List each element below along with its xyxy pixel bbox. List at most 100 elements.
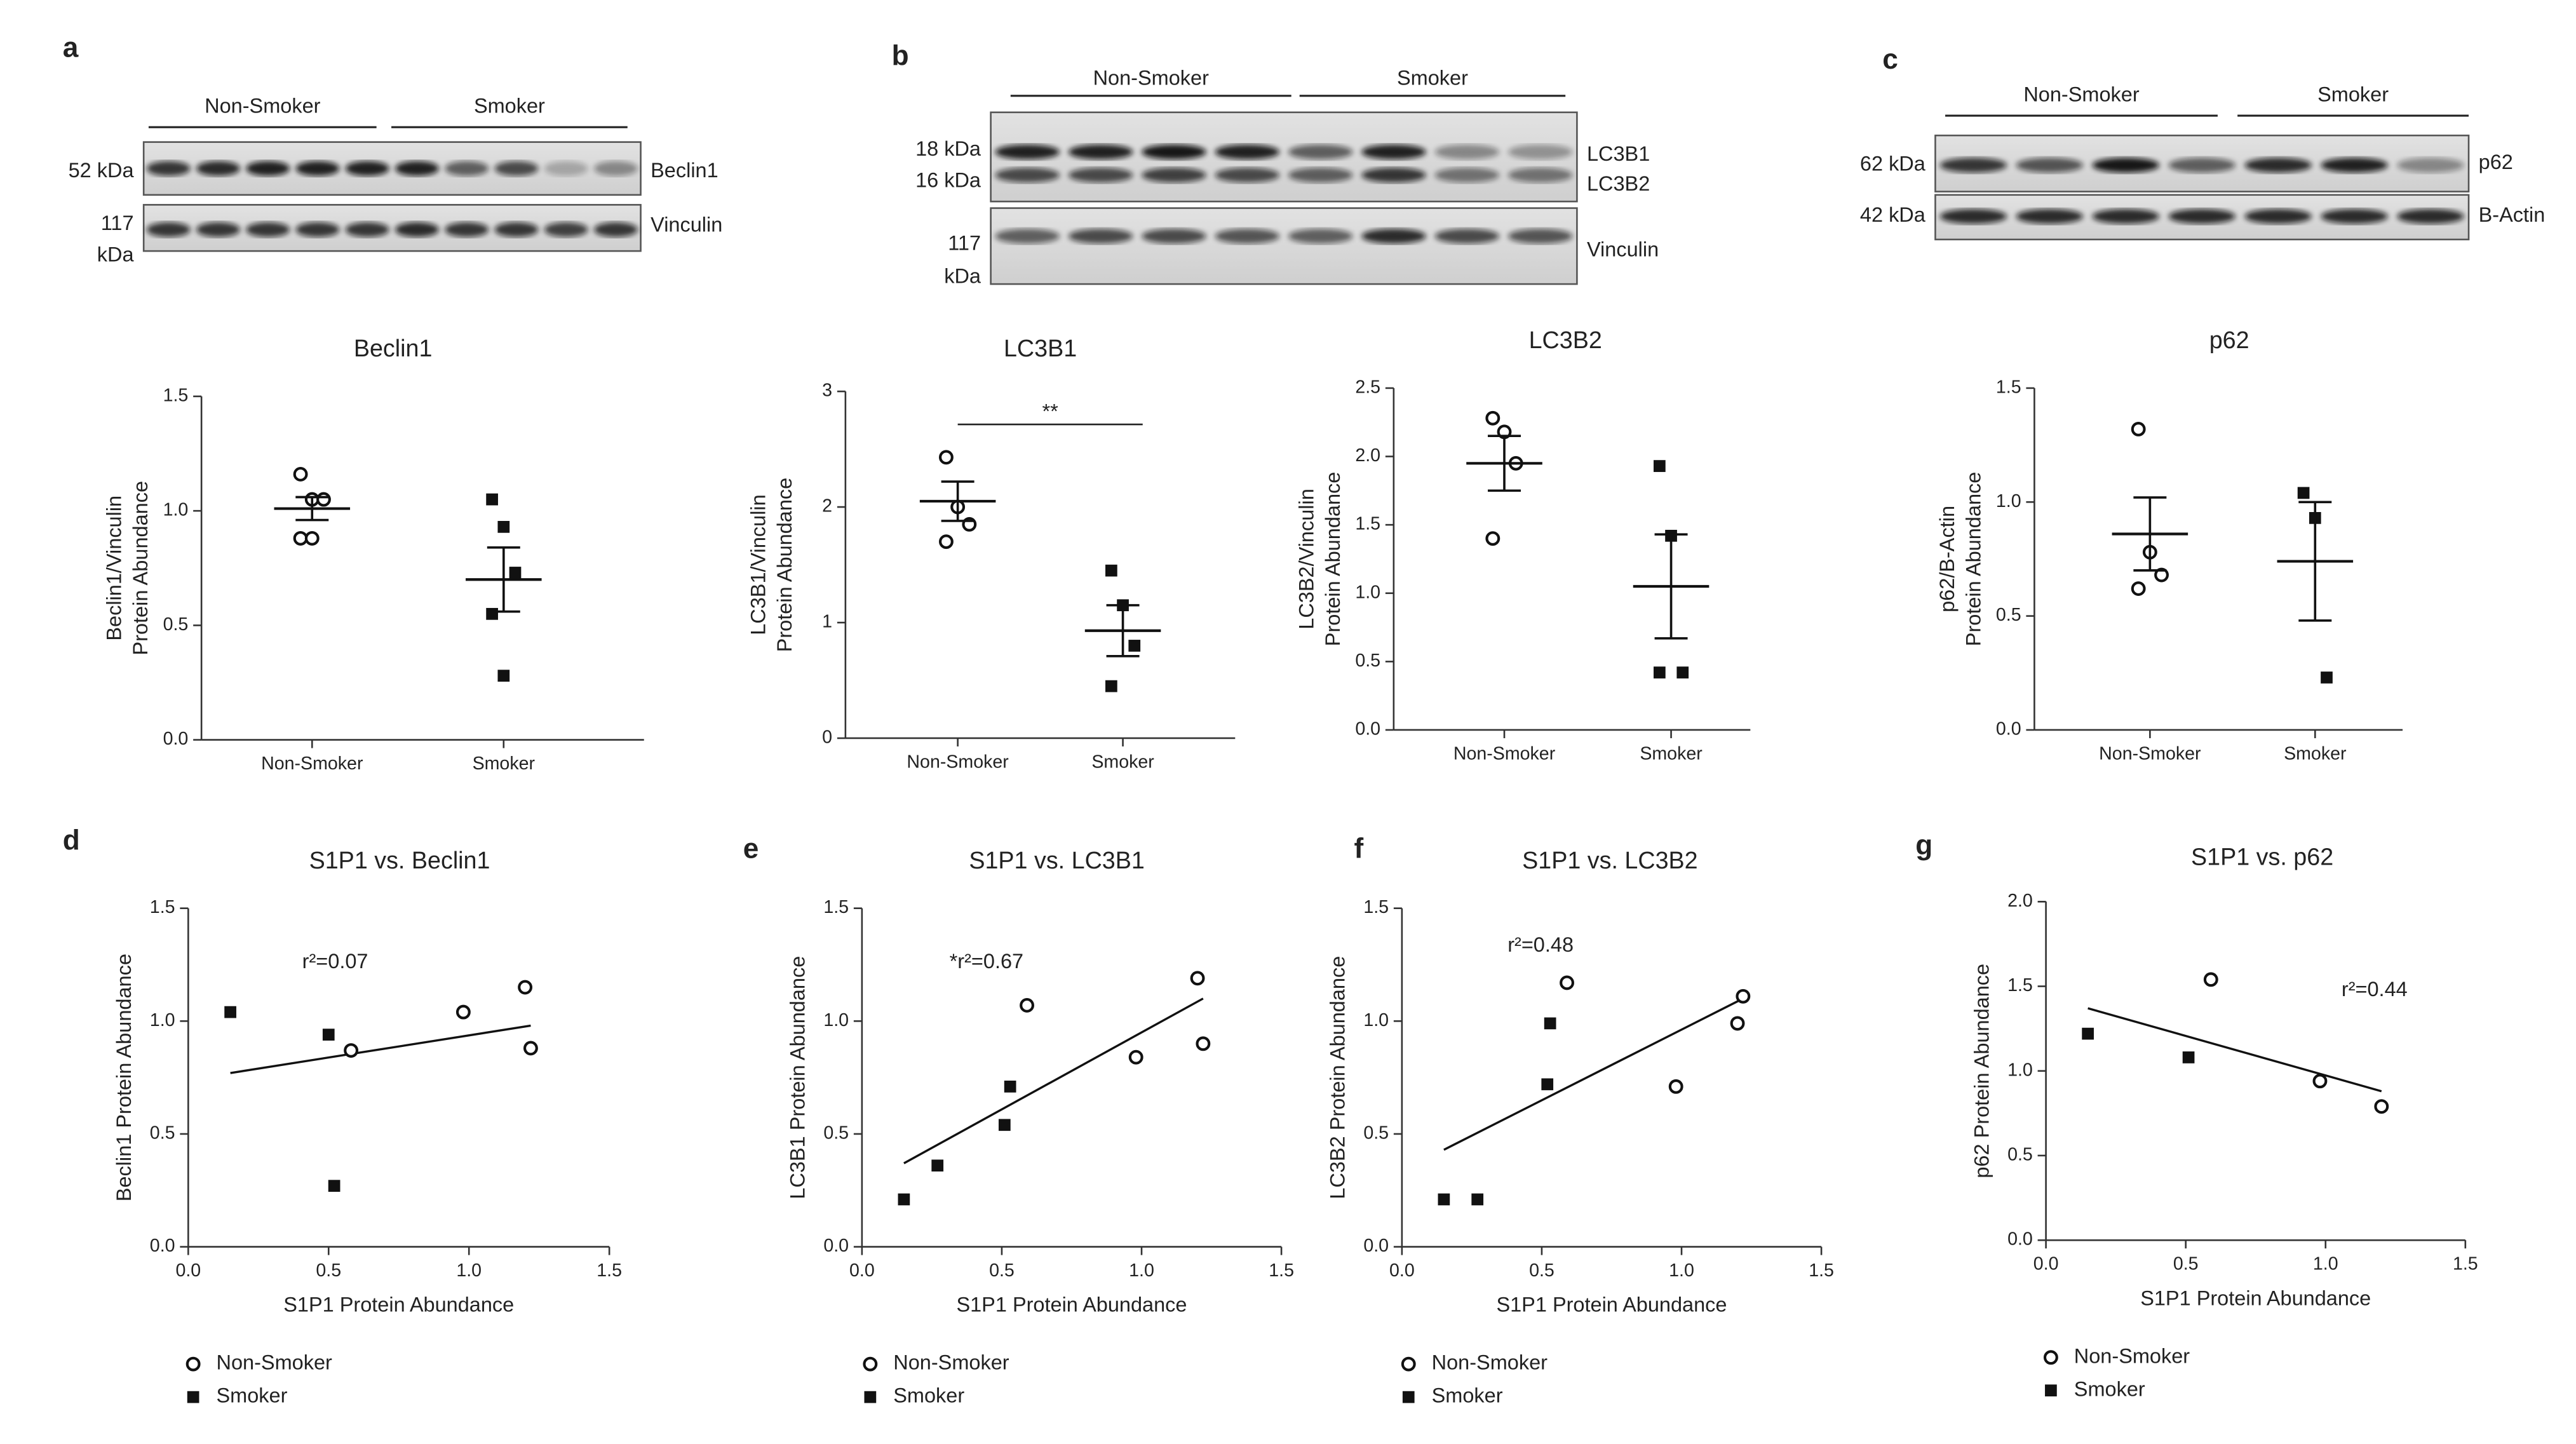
point — [1471, 1193, 1484, 1206]
blot — [990, 207, 1578, 285]
point — [2182, 1051, 2195, 1063]
point — [1736, 989, 1751, 1004]
point — [1485, 410, 1500, 426]
group-label: Non-Smoker — [1093, 66, 1210, 89]
y-axis-label: Protein Abundance — [1962, 472, 1985, 647]
point — [1402, 1391, 1415, 1403]
y-tick-label: 1.0 — [2007, 1060, 2033, 1080]
point — [864, 1391, 877, 1403]
point — [185, 1356, 201, 1372]
fit-line — [1443, 997, 1744, 1151]
point — [1485, 531, 1500, 546]
chart-title: Beclin1 — [354, 335, 433, 361]
point — [1190, 971, 1205, 986]
y-axis-label: Beclin1 Protein Abundance — [112, 954, 135, 1201]
x-tick-label: 0.5 — [1529, 1260, 1554, 1281]
point — [1196, 1036, 1211, 1051]
band — [2092, 158, 2160, 173]
point — [1020, 998, 1034, 1013]
band — [544, 161, 588, 176]
x-axis-label: S1P1 Protein Abundance — [2140, 1286, 2371, 1309]
panel-letter: f — [1354, 833, 1363, 864]
marker-label: kDa — [944, 264, 981, 287]
band — [146, 222, 191, 238]
y-tick-label: 2 — [822, 496, 832, 516]
band — [395, 222, 439, 238]
panel-letter: b — [892, 41, 909, 72]
x-tick-label: Non-Smoker — [2099, 744, 2201, 764]
band — [1939, 208, 2007, 224]
band — [1507, 229, 1573, 244]
legend-label: Non-Smoker — [2074, 1344, 2190, 1367]
band — [2321, 208, 2388, 224]
chart-title: LC3B1 — [1004, 335, 1077, 361]
y-tick-label: 1.0 — [1363, 1010, 1389, 1030]
x-tick-label: 0.5 — [2173, 1254, 2199, 1274]
target-label: B-Actin — [2479, 203, 2546, 226]
band — [594, 161, 638, 176]
band — [1434, 167, 1500, 183]
y-axis-label: LC3B2/Vinculin — [1295, 489, 1318, 630]
x-axis-label: S1P1 Protein Abundance — [1496, 1293, 1727, 1316]
band — [1434, 229, 1500, 244]
band — [196, 222, 240, 238]
band — [395, 161, 439, 176]
band — [2397, 208, 2464, 224]
target-label: LC3B2 — [1587, 172, 1650, 195]
band — [196, 161, 240, 176]
x-tick-label: 0.0 — [849, 1260, 875, 1281]
x-tick-label: Smoker — [473, 753, 536, 774]
band — [1068, 229, 1133, 244]
band — [1142, 167, 1206, 183]
x-tick-label: 1.0 — [1669, 1260, 1694, 1281]
target-label: Vinculin — [1587, 238, 1659, 261]
band — [494, 161, 539, 176]
x-tick-label: 1.5 — [2453, 1254, 2478, 1274]
band — [2016, 208, 2084, 224]
legend-label: Smoker — [2074, 1377, 2145, 1400]
y-tick-label: 1.0 — [1355, 582, 1380, 602]
error-bar — [2298, 501, 2332, 622]
point — [224, 1006, 236, 1018]
legend-label: Smoker — [1432, 1384, 1503, 1407]
chart-title: S1P1 vs. Beclin1 — [309, 847, 490, 874]
point — [1653, 460, 1666, 472]
y-tick-label: 1.0 — [1996, 491, 2021, 511]
panel-letter: c — [1882, 44, 1898, 75]
band — [544, 222, 588, 238]
point — [998, 1119, 1011, 1131]
band — [1288, 167, 1353, 183]
band — [1507, 144, 1573, 159]
point — [486, 607, 498, 620]
y-tick-label: 1.5 — [163, 385, 189, 405]
point — [1544, 1017, 1556, 1030]
y-axis-label: Protein Abundance — [129, 481, 152, 656]
y-tick-label: 0.0 — [823, 1236, 849, 1256]
error-bar — [1654, 533, 1688, 640]
x-tick-label: 1.0 — [1129, 1260, 1154, 1281]
y-tick-label: 1.5 — [1363, 897, 1389, 917]
error-bar — [1106, 604, 1140, 658]
x-tick-label: 0.5 — [316, 1260, 341, 1281]
x-tick-label: 0.0 — [1389, 1260, 1415, 1281]
y-tick-label: 0.0 — [163, 729, 189, 749]
band — [1288, 144, 1353, 159]
point — [328, 1180, 341, 1192]
band — [2016, 158, 2084, 173]
band — [1361, 229, 1426, 244]
legend-label: Non-Smoker — [217, 1351, 333, 1374]
x-tick-label: 0.5 — [989, 1260, 1015, 1281]
band — [1142, 144, 1206, 159]
band — [594, 222, 638, 238]
y-axis-label: LC3B1 Protein Abundance — [786, 956, 809, 1199]
annotation: r²=0.44 — [2342, 978, 2408, 1001]
y-tick-label: 0.5 — [2007, 1145, 2033, 1165]
point — [1004, 1080, 1016, 1093]
y-axis-label: p62 Protein Abundance — [1970, 964, 1993, 1178]
point — [293, 467, 308, 482]
y-tick-label: 2.0 — [1355, 445, 1380, 466]
y-tick-label: 1.0 — [150, 1010, 175, 1030]
x-tick-label: Non-Smoker — [261, 753, 363, 774]
band — [1361, 144, 1426, 159]
band — [1361, 167, 1426, 183]
